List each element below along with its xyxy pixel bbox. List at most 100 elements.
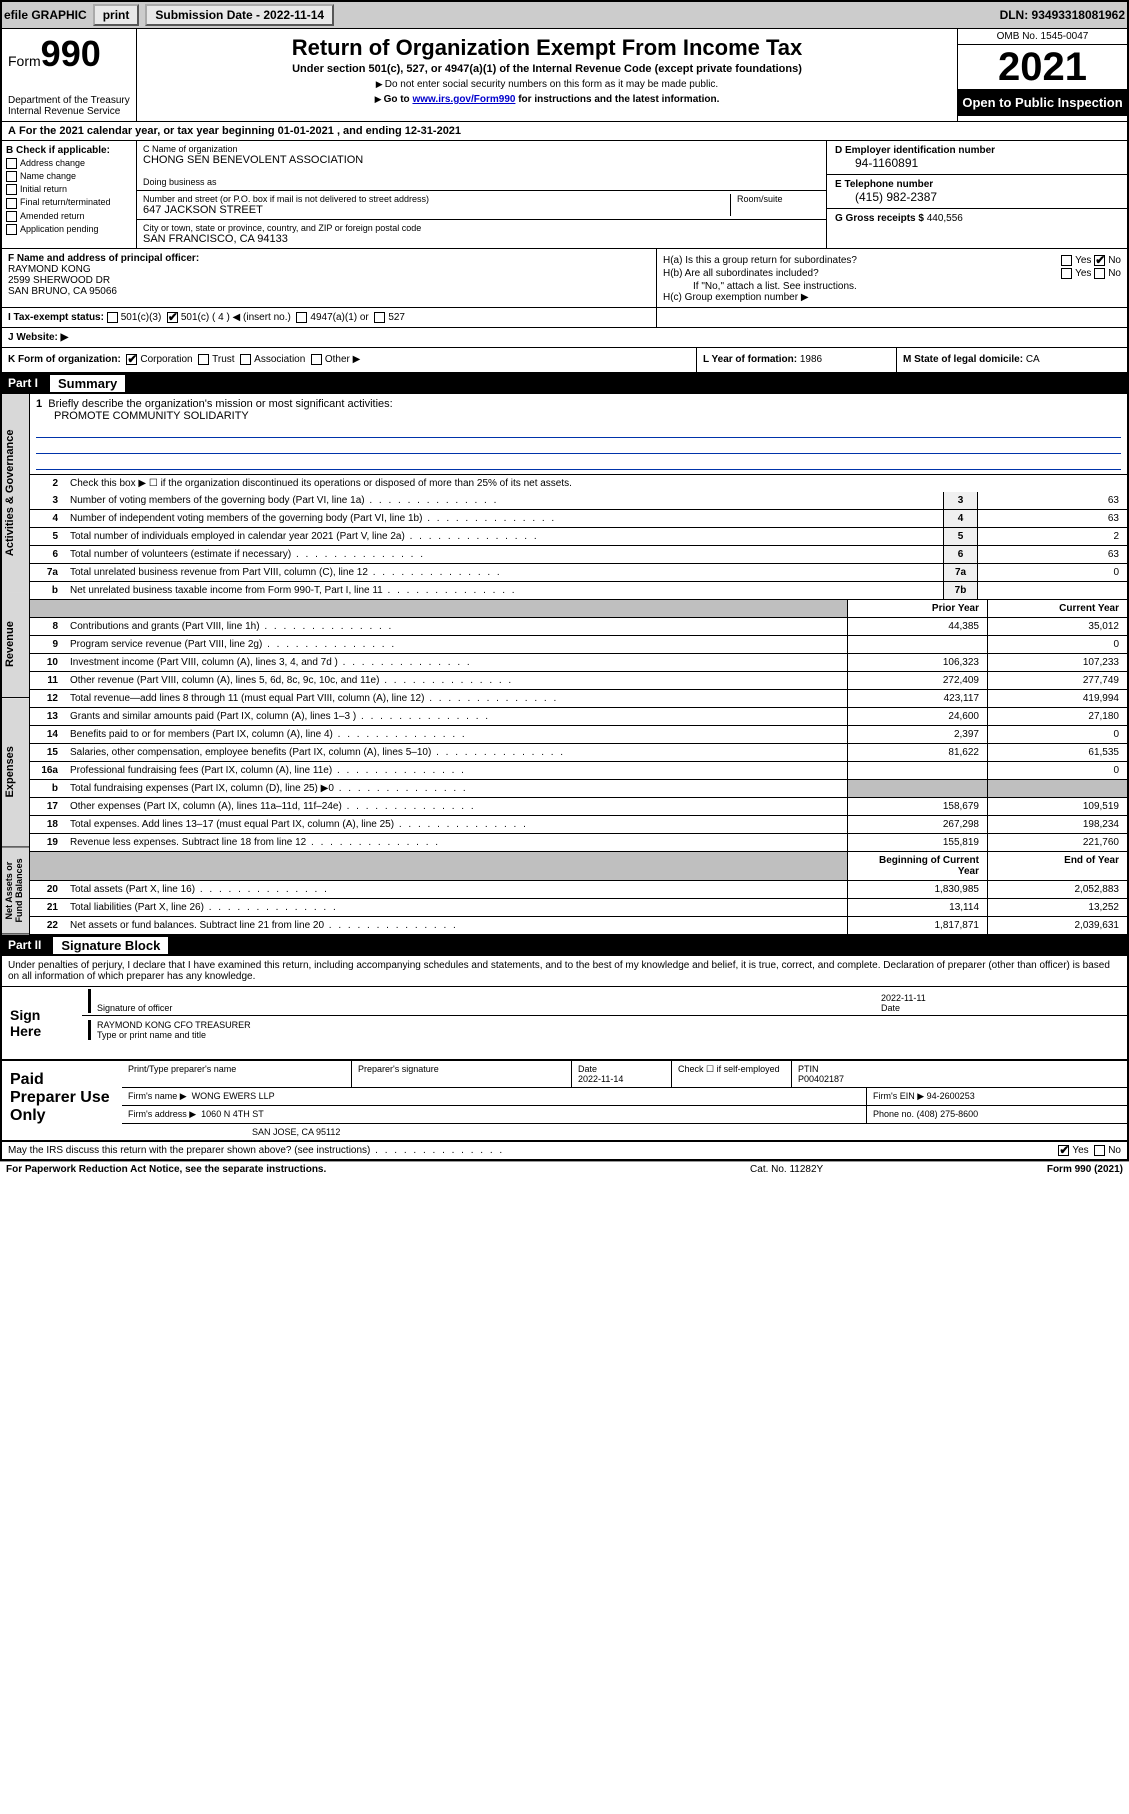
- i-527-checkbox[interactable]: [374, 312, 385, 323]
- form-word: Form: [8, 53, 41, 69]
- prior-year-header: Prior Year: [847, 600, 987, 617]
- h-b-line: H(b) Are all subordinates included? Yes …: [663, 268, 1121, 279]
- summary-sidebar: Activities & Governance Revenue Expenses…: [2, 394, 30, 935]
- cb-application-pending[interactable]: Application pending: [6, 224, 132, 235]
- self-employed-label: Check ☐ if self-employed: [672, 1061, 792, 1087]
- room-label: Room/suite: [737, 194, 820, 204]
- summary-row: 18Total expenses. Add lines 13–17 (must …: [30, 816, 1127, 834]
- officer-addr2: SAN BRUNO, CA 95066: [8, 286, 117, 297]
- net-header: Beginning of Current Year End of Year: [30, 852, 1127, 881]
- summary-row: 19Revenue less expenses. Subtract line 1…: [30, 834, 1127, 852]
- preparer-row4: SAN JOSE, CA 95112: [122, 1124, 1127, 1140]
- dept-treasury: Department of the Treasury Internal Reve…: [8, 95, 130, 117]
- irs-link[interactable]: www.irs.gov/Form990: [412, 94, 515, 105]
- ein-cell: D Employer identification number 94-1160…: [827, 141, 1127, 175]
- i-501c-checkbox[interactable]: [167, 312, 178, 323]
- section-i: I Tax-exempt status: 501(c)(3) 501(c) ( …: [2, 308, 657, 327]
- city-label: City or town, state or province, country…: [143, 223, 820, 233]
- street-label: Number and street (or P.O. box if mail i…: [143, 194, 730, 204]
- gross-receipts-value: 440,556: [927, 213, 963, 224]
- firm-ein-label: Firm's EIN ▶: [873, 1091, 924, 1101]
- hb-yes-checkbox[interactable]: [1061, 268, 1072, 279]
- section-f: F Name and address of principal officer:…: [2, 249, 657, 307]
- section-b-checkboxes: B Check if applicable: Address change Na…: [2, 141, 137, 248]
- part2-num: Part II: [8, 938, 53, 952]
- summary-row: bNet unrelated business taxable income f…: [30, 582, 1127, 600]
- k-other-checkbox[interactable]: [311, 354, 322, 365]
- end-year-header: End of Year: [987, 852, 1127, 880]
- phone-label: E Telephone number: [835, 179, 1119, 190]
- preparer-row2: Firm's name ▶ WONG EWERS LLP Firm's EIN …: [122, 1088, 1127, 1106]
- summary-row: 10Investment income (Part VIII, column (…: [30, 654, 1127, 672]
- prep-date-value: 2022-11-14: [578, 1074, 623, 1084]
- signature-line: Signature of officer 2022-11-11 Date: [82, 987, 1127, 1016]
- cb-initial-return[interactable]: Initial return: [6, 184, 132, 195]
- section-k: K Form of organization: Corporation Trus…: [2, 348, 697, 371]
- form-title: Return of Organization Exempt From Incom…: [143, 35, 951, 61]
- part2-title: Signature Block: [53, 937, 168, 954]
- efile-label: efile GRAPHIC: [4, 8, 87, 22]
- sign-here-label: Sign Here: [2, 987, 82, 1059]
- summary-row: 13Grants and similar amounts paid (Part …: [30, 708, 1127, 726]
- summary-row: 9Program service revenue (Part VIII, lin…: [30, 636, 1127, 654]
- row-f-h: F Name and address of principal officer:…: [2, 249, 1127, 308]
- paid-preparer-block: Paid Preparer Use Only Print/Type prepar…: [2, 1061, 1127, 1142]
- officer-name-title: RAYMOND KONG CFO TREASURER: [97, 1020, 1109, 1030]
- header-right: OMB No. 1545-0047 2021 Open to Public In…: [957, 29, 1127, 121]
- beginning-year-header: Beginning of Current Year: [847, 852, 987, 880]
- ha-yes-checkbox[interactable]: [1061, 255, 1072, 266]
- part1-summary: Activities & Governance Revenue Expenses…: [2, 394, 1127, 935]
- form-number: Form990: [8, 33, 130, 75]
- sig-date-value: 2022-11-11: [881, 993, 1121, 1003]
- summary-row: 20Total assets (Part X, line 16)1,830,98…: [30, 881, 1127, 899]
- section-deg: D Employer identification number 94-1160…: [827, 141, 1127, 248]
- firm-phone-label: Phone no.: [873, 1109, 914, 1119]
- k-corp-checkbox[interactable]: [126, 354, 137, 365]
- summary-row: 14Benefits paid to or for members (Part …: [30, 726, 1127, 744]
- mission-block: 1 Briefly describe the organization's mi…: [30, 394, 1127, 475]
- print-button[interactable]: print: [93, 4, 140, 26]
- h-b-note: If "No," attach a list. See instructions…: [663, 281, 1121, 292]
- org-name: CHONG SEN BENEVOLENT ASSOCIATION: [143, 154, 820, 166]
- ha-no-checkbox[interactable]: [1094, 255, 1105, 266]
- summary-row: 15Salaries, other compensation, employee…: [30, 744, 1127, 762]
- section-c: C Name of organization CHONG SEN BENEVOL…: [137, 141, 827, 248]
- discuss-yes-checkbox[interactable]: [1058, 1145, 1069, 1156]
- summary-row: 8Contributions and grants (Part VIII, li…: [30, 618, 1127, 636]
- i-501c3-checkbox[interactable]: [107, 312, 118, 323]
- hb-no-checkbox[interactable]: [1094, 268, 1105, 279]
- gross-receipts-cell: G Gross receipts $ 440,556: [827, 209, 1127, 228]
- current-year-header: Current Year: [987, 600, 1127, 617]
- firm-ein: 94-2600253: [927, 1091, 975, 1101]
- discuss-no-checkbox[interactable]: [1094, 1145, 1105, 1156]
- ein-value: 94-1160891: [835, 156, 1119, 170]
- firm-addr-label: Firm's address ▶: [128, 1109, 196, 1119]
- summary-row: bTotal fundraising expenses (Part IX, co…: [30, 780, 1127, 798]
- header-info-block: B Check if applicable: Address change Na…: [2, 141, 1127, 249]
- city-cell: City or town, state or province, country…: [137, 220, 826, 248]
- sidebar-governance: Activities & Governance: [2, 394, 29, 592]
- cb-name-change[interactable]: Name change: [6, 171, 132, 182]
- open-to-public: Open to Public Inspection: [958, 89, 1127, 116]
- sign-here-fields: Signature of officer 2022-11-11 Date RAY…: [82, 987, 1127, 1059]
- k-trust-checkbox[interactable]: [198, 354, 209, 365]
- cb-address-change[interactable]: Address change: [6, 158, 132, 169]
- cb-amended-return[interactable]: Amended return: [6, 211, 132, 222]
- k-assoc-checkbox[interactable]: [240, 354, 251, 365]
- phone-cell: E Telephone number (415) 982-2387: [827, 175, 1127, 209]
- pra-notice: For Paperwork Reduction Act Notice, see …: [6, 1164, 526, 1175]
- ptin-value: P00402187: [798, 1074, 844, 1084]
- part2-header: Part II Signature Block: [2, 935, 1127, 956]
- summary-row: 11Other revenue (Part VIII, column (A), …: [30, 672, 1127, 690]
- revenue-rows: 8Contributions and grants (Part VIII, li…: [30, 618, 1127, 708]
- preparer-sig-label: Preparer's signature: [352, 1061, 572, 1087]
- phone-value: (415) 982-2387: [835, 190, 1119, 204]
- name-title-line: RAYMOND KONG CFO TREASURER Type or print…: [82, 1016, 1127, 1042]
- i-4947-checkbox[interactable]: [296, 312, 307, 323]
- net-asset-rows: 20Total assets (Part X, line 16)1,830,98…: [30, 881, 1127, 935]
- summary-row: 22Net assets or fund balances. Subtract …: [30, 917, 1127, 935]
- mission-text: PROMOTE COMMUNITY SOLIDARITY: [36, 410, 249, 422]
- form-note2: Go to www.irs.gov/Form990 for instructio…: [143, 94, 951, 105]
- summary-row: 21Total liabilities (Part X, line 26)13,…: [30, 899, 1127, 917]
- cb-final-return[interactable]: Final return/terminated: [6, 197, 132, 208]
